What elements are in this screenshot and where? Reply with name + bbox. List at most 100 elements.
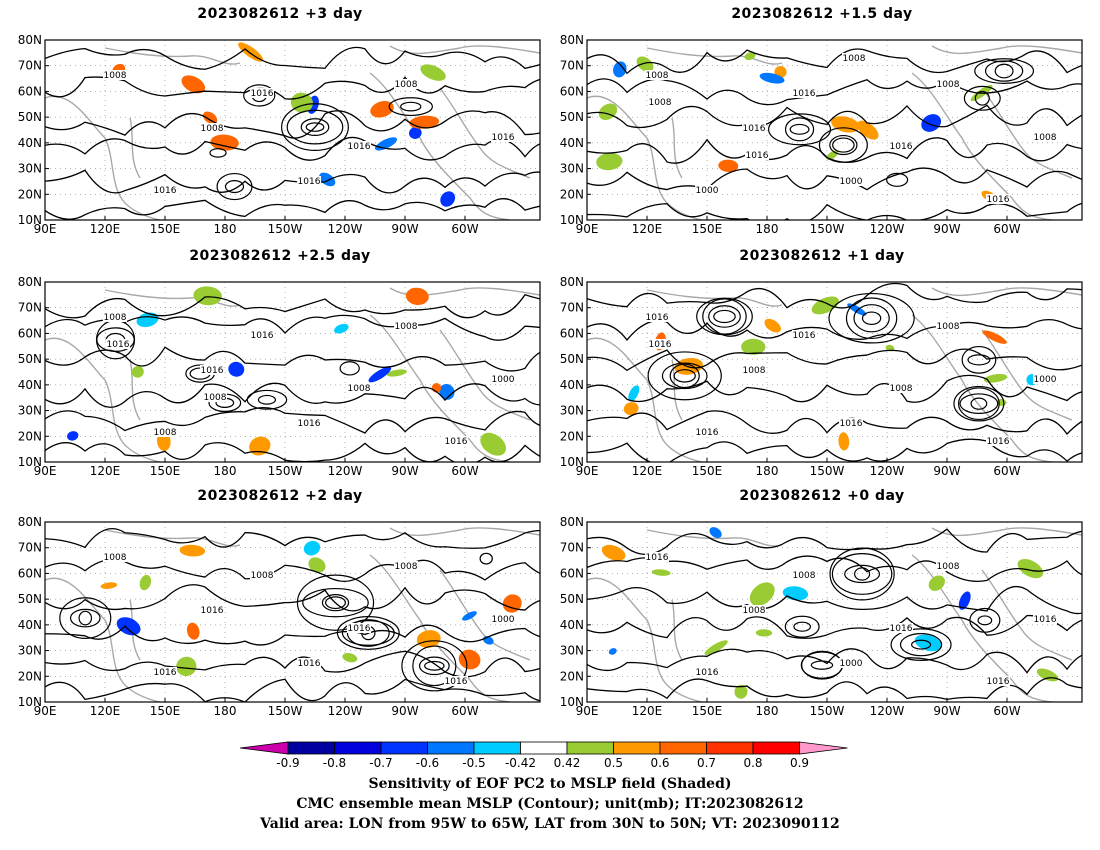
isobar-label-bg <box>103 312 127 322</box>
colorbar-tick-label: -0.5 <box>462 756 485 770</box>
isobar-label: 1016 <box>201 366 224 376</box>
isobar-closed <box>800 651 844 679</box>
isobar-closed <box>661 362 708 390</box>
lat-label: 80N <box>18 515 42 529</box>
map-panel-6: 2023082612 +0 day 1016 1008 1000 1008 1016 10… <box>552 488 1092 720</box>
isobar-label: 1008 <box>104 553 127 563</box>
sensitivity-patch <box>374 137 398 151</box>
isobar-closed <box>957 387 1000 421</box>
sensitivity-patch <box>66 431 79 441</box>
isobar-label: 1008 <box>937 80 960 90</box>
lon-label: 120E <box>632 222 663 236</box>
coastline <box>646 529 783 547</box>
isobar-label-bg <box>153 427 177 437</box>
lat-label: 10N <box>560 695 584 709</box>
isobar-label: 1008 <box>890 384 913 394</box>
map-frame <box>586 39 1083 221</box>
colorbar-tick-label: 0.42 <box>554 756 581 770</box>
isobar-closed <box>899 633 943 657</box>
isobar-closed <box>974 58 1035 84</box>
isobar-closed <box>400 101 422 112</box>
lat-label: 20N <box>18 669 42 683</box>
isobar-closed <box>853 304 890 333</box>
isobar-closed <box>953 385 1005 422</box>
isobar-label-bg <box>936 561 960 571</box>
isobar-label-bg <box>1033 374 1057 384</box>
isobar <box>45 584 540 612</box>
caption-line-2: CMC ensemble mean MSLP (Contour); unit(m… <box>296 796 804 812</box>
sensitivity-patch <box>608 648 617 655</box>
panel-title: 2023082612 +3 day <box>197 6 363 22</box>
isobar <box>587 137 1082 164</box>
isobar <box>587 78 1082 106</box>
isobar-label-bg <box>695 185 719 195</box>
lon-label: 90E <box>576 222 599 236</box>
isobar-closed <box>961 345 997 374</box>
sensitivity-patch <box>601 544 626 561</box>
sensitivity-patch <box>636 56 654 72</box>
sensitivity-patch <box>811 296 839 315</box>
lat-label: 20N <box>560 669 584 683</box>
sensitivity-patch <box>319 172 336 187</box>
coastline <box>671 599 683 661</box>
isobar-label: 1000 <box>840 177 863 187</box>
mslp-map: 1016 1008 1000 1008 1016 1016 1008 1016 1016 80N 7… <box>560 515 1083 718</box>
isobar-label-bg <box>742 605 766 615</box>
map-frame <box>586 521 1083 703</box>
isobar-label: 1000 <box>492 375 515 385</box>
sensitivity-patch <box>342 653 358 663</box>
sensitivity-patch <box>764 318 781 333</box>
colorbar-tick-label: 0.8 <box>743 756 762 770</box>
lon-label: 60W <box>993 222 1020 236</box>
isobar-label: 1016 <box>890 142 913 152</box>
isobar-label: 1008 <box>395 322 418 332</box>
isobar-closed <box>243 84 276 107</box>
coastline <box>646 47 783 65</box>
colorbar-swatch <box>287 741 335 755</box>
isobar-closed <box>325 596 346 610</box>
lon-label: 90W <box>391 464 418 478</box>
isobar-label: 1016 <box>298 177 321 187</box>
coastline <box>931 287 1082 297</box>
isobar-closed <box>321 594 350 612</box>
isobar-label-bg <box>394 79 418 89</box>
isobar-label: 1008 <box>104 71 127 81</box>
isobar <box>587 202 1082 220</box>
lon-label: 150W <box>268 222 303 236</box>
colorbar-swatch <box>334 741 382 755</box>
isobar-label: 1016 <box>696 428 719 438</box>
isobar-closed <box>302 587 369 618</box>
isobar-closed <box>911 639 932 650</box>
sensitivity-patch <box>598 103 618 120</box>
lat-label: 70N <box>18 59 42 73</box>
isobar-closed <box>401 640 468 692</box>
lon-label: 60W <box>451 704 478 718</box>
isobar-label-bg <box>745 150 769 160</box>
lon-label: 60W <box>451 222 478 236</box>
colorbar-swatch <box>427 741 475 755</box>
lon-label: 150E <box>150 222 181 236</box>
isobar-label: 1016 <box>890 624 913 634</box>
isobar <box>45 136 540 161</box>
isobar-label-bg <box>444 676 468 686</box>
lat-label: 60N <box>560 326 584 340</box>
isobar <box>587 374 1082 403</box>
isobar-label: 1008 <box>204 393 227 403</box>
isobar-label-bg <box>889 383 913 393</box>
coastline <box>369 314 511 462</box>
isobar-label-bg <box>889 141 913 151</box>
lat-label: 10N <box>560 455 584 469</box>
sensitivity-patch <box>1036 668 1059 682</box>
coastline <box>587 577 703 702</box>
coastline <box>369 72 511 220</box>
isobar-closed <box>59 597 112 640</box>
coastline <box>981 569 1073 661</box>
lat-label: 30N <box>18 644 42 658</box>
coastline <box>931 45 1082 55</box>
coastline <box>981 87 1073 179</box>
isobar <box>587 614 1082 639</box>
coastline <box>439 569 531 661</box>
lon-label: 90W <box>391 704 418 718</box>
lat-label: 50N <box>18 352 42 366</box>
coastline <box>911 314 1053 462</box>
